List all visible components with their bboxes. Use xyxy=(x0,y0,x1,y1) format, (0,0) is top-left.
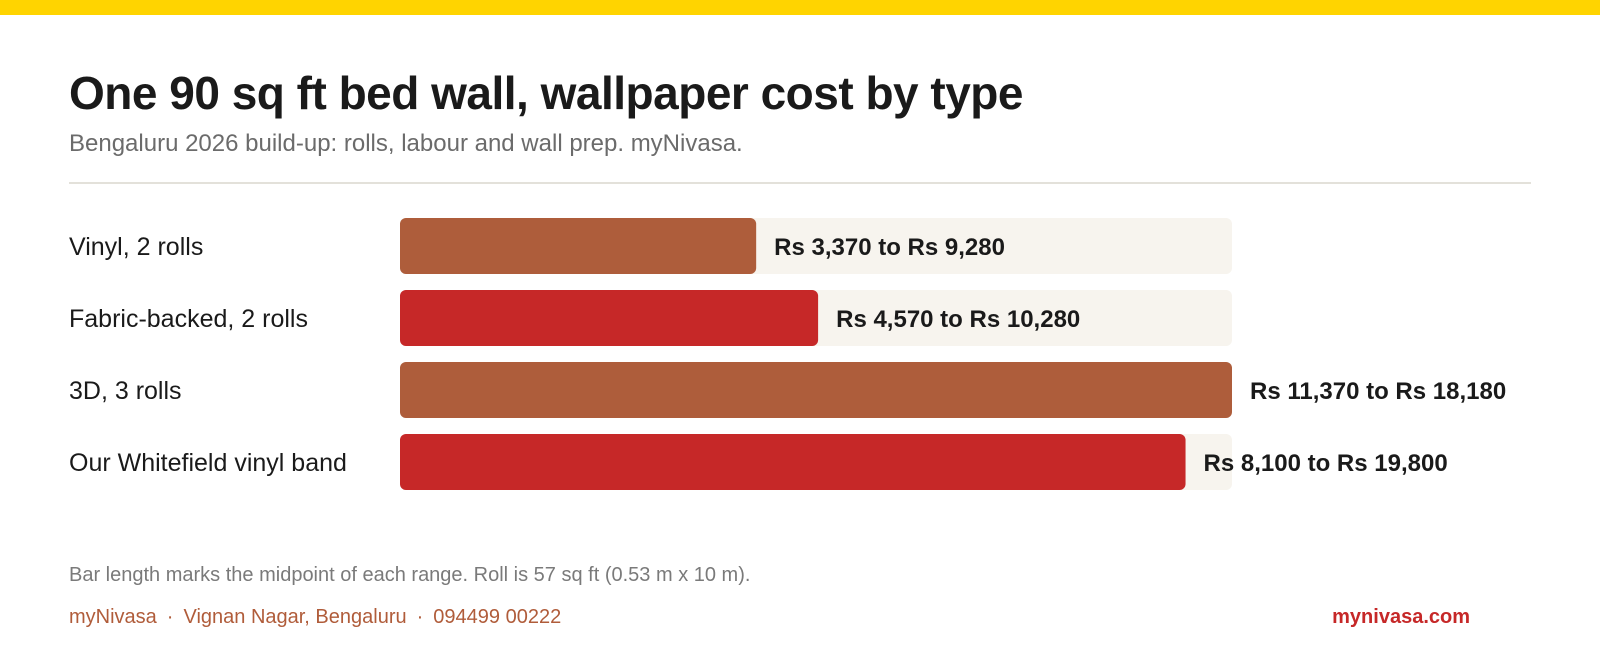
footer-contact: myNivasa · Vignan Nagar, Bengaluru · 094499 … xyxy=(69,606,561,629)
top-accent-bar xyxy=(0,0,1600,15)
bar xyxy=(400,290,819,346)
chart-subtitle: Bengaluru 2026 build-up: rolls, labour a… xyxy=(69,130,743,157)
bar xyxy=(400,362,1232,418)
bar-chart: Vinyl, 2 rolls Rs 3,370 to Rs 9,280 Fabric… xyxy=(69,218,1506,490)
footer-phone[interactable]: 094499 00222 xyxy=(433,606,562,628)
bar xyxy=(400,434,1186,490)
category-label: Our Whitefield vinyl band xyxy=(69,449,347,477)
footer-separator: · xyxy=(166,606,174,628)
value-label: Rs 11,370 to Rs 18,180 xyxy=(1250,378,1506,405)
value-label: Rs 4,570 to Rs 10,280 xyxy=(836,306,1080,333)
chart-note: Bar length marks the midpoint of each ra… xyxy=(69,564,751,586)
category-label: Vinyl, 2 rolls xyxy=(69,233,203,261)
footer-brand: myNivasa xyxy=(69,606,157,628)
footer-location: Vignan Nagar, Bengaluru xyxy=(183,606,407,628)
category-label: 3D, 3 rolls xyxy=(69,377,182,405)
category-label: Fabric-backed, 2 rolls xyxy=(69,305,308,333)
bar xyxy=(400,218,757,274)
value-label: Rs 3,370 to Rs 9,280 xyxy=(774,234,1005,261)
value-label: Rs 8,100 to Rs 19,800 xyxy=(1204,450,1448,477)
footer-separator: · xyxy=(416,606,424,628)
footer-website-link[interactable]: mynivasa.com xyxy=(1332,606,1470,628)
divider xyxy=(69,182,1531,184)
chart-title: One 90 sq ft bed wall, wallpaper cost by… xyxy=(69,67,1024,119)
